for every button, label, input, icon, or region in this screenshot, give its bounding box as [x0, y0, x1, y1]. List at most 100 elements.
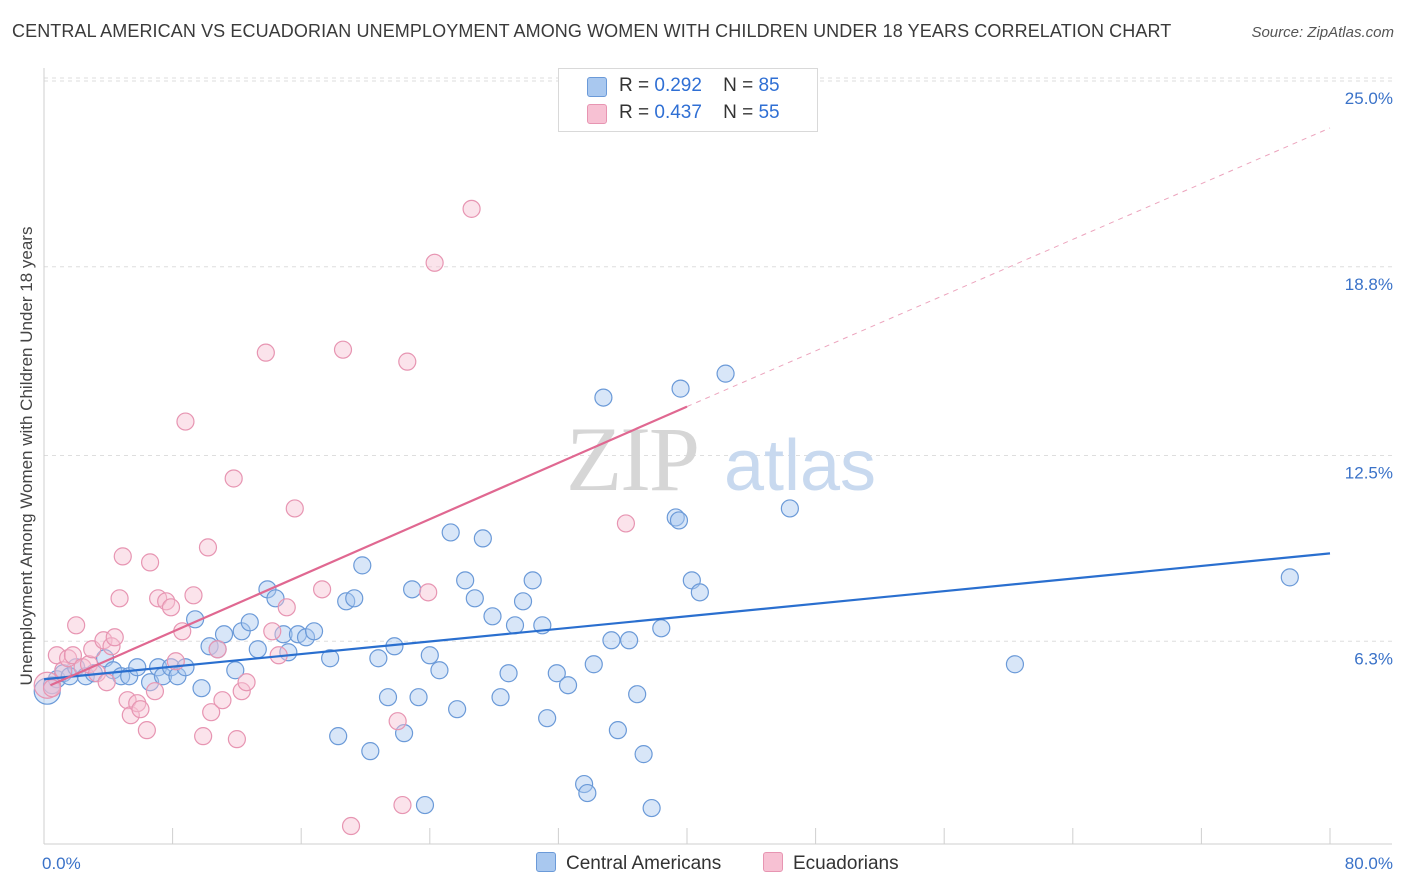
ecuadorians-point [462, 199, 481, 218]
tick-labels: 6.3% 12.5% 18.8% 25.0% 0.0% 80.0% [42, 89, 1393, 873]
central-americans-point [491, 688, 510, 707]
legend-n-label: N = [723, 102, 754, 123]
bottom-legend-central-americans: Central Americans [536, 852, 721, 875]
central-americans-points [33, 364, 1299, 818]
central-americans-point [642, 798, 661, 818]
central-americans-point [345, 589, 364, 608]
central-americans-point [430, 661, 449, 680]
legend-r-value: 0.292 [654, 75, 702, 96]
central-americans-point [513, 592, 533, 611]
central-americans-point [192, 679, 211, 698]
x-tick-label: 0.0% [42, 854, 81, 873]
central-americans-point [671, 379, 690, 398]
chart-title: CENTRAL AMERICAN VS ECUADORIAN UNEMPLOYM… [12, 21, 1172, 41]
ecuadorians-point [202, 703, 221, 722]
bottom-legend-label: Ecuadorians [793, 853, 899, 874]
legend-swatch-blue [587, 77, 607, 97]
ecuadorians-points [33, 199, 636, 836]
ecuadorians-point [388, 712, 407, 731]
central-americans-point [378, 688, 398, 707]
ecuadorians-point [208, 640, 227, 659]
central-americans-point [321, 649, 340, 668]
ecuadorians-point [393, 795, 412, 815]
central-americans-point [415, 795, 435, 815]
ecuadorians-point [333, 340, 353, 359]
central-americans-point [538, 709, 557, 728]
ecuadorians-point [194, 727, 213, 746]
central-americans-point [547, 664, 566, 683]
central-americans-point [690, 583, 709, 602]
central-americans-point [420, 646, 439, 665]
central-americans-point [448, 700, 467, 719]
ecuadorians-trend-line [49, 405, 688, 687]
watermark: ZIP atlas [566, 408, 876, 510]
ecuadorians-point [145, 682, 165, 701]
ecuadorians-point [256, 343, 275, 362]
x-tick-label: 80.0% [1345, 854, 1393, 873]
central-americans-point [558, 676, 578, 695]
central-americans-point [594, 388, 613, 407]
legend-n-value: 55 [758, 102, 780, 123]
ecuadorians-point [227, 730, 246, 749]
ecuadorians-point [42, 679, 62, 698]
central-americans-point [584, 655, 603, 674]
watermark-atlas: atlas [724, 426, 876, 506]
central-americans-point [505, 616, 525, 635]
ecuadorians-point [285, 499, 304, 518]
central-americans-point [361, 742, 380, 761]
central-americans-point [473, 529, 492, 548]
ecuadorians-point [419, 583, 438, 602]
bottom-legend-ecuadorians: Ecuadorians [763, 852, 899, 875]
central-americans-point [274, 625, 293, 644]
central-americans-point [499, 664, 518, 683]
central-americans-point [620, 631, 639, 650]
ecuadorians-point [312, 580, 332, 599]
ecuadorians-point [110, 589, 129, 608]
central-americans-point [780, 499, 799, 518]
ecuadorians-point [224, 469, 243, 488]
ecuadorians-point [131, 700, 150, 719]
trend-lines [43, 127, 1331, 687]
ecuadorians-point [184, 586, 203, 605]
ecuadorians-point [237, 673, 256, 692]
ecuadorians-point [157, 592, 176, 611]
central-americans-point [1005, 655, 1025, 674]
central-americans-point [483, 607, 502, 626]
central-americans-trend-line [43, 552, 1331, 681]
y-tick-label: 25.0% [1345, 89, 1393, 108]
legend-r-value: 0.437 [654, 102, 702, 123]
ecuadorians-point [425, 253, 444, 272]
grid-lines [44, 77, 1392, 642]
central-americans-point [403, 580, 422, 599]
bottom-legend-swatch-blue [536, 852, 556, 872]
central-americans-point [465, 589, 484, 608]
central-americans-point [248, 640, 267, 659]
ecuadorians-point [341, 816, 361, 836]
central-americans-point [634, 745, 653, 764]
ecuadorians-trend-extension [686, 127, 1331, 408]
central-americans-point [523, 571, 542, 590]
source-credit: Source: ZipAtlas.com [1251, 24, 1394, 41]
central-americans-point [456, 571, 475, 590]
central-americans-point [214, 625, 234, 644]
ecuadorians-point [137, 721, 156, 740]
ecuadorians-point [161, 598, 181, 617]
central-americans-point [409, 688, 428, 707]
ecuadorians-point [232, 682, 251, 701]
ecuadorians-point [63, 646, 83, 665]
central-americans-point [652, 619, 671, 638]
correlation-legend: R = 0.292 N = 85 R = 0.437 N = 55 [558, 68, 818, 132]
central-americans-point [304, 622, 324, 641]
legend-n-value: 85 [758, 75, 780, 96]
central-americans-point [669, 511, 689, 530]
central-americans-point [240, 613, 259, 632]
ecuadorians-point [140, 553, 160, 572]
ecuadorians-point [176, 412, 195, 431]
y-tick-label: 12.5% [1345, 464, 1393, 483]
central-americans-point [226, 661, 245, 680]
ecuadorians-point [47, 646, 66, 665]
ecuadorians-point [277, 598, 296, 617]
central-americans-point [353, 556, 372, 575]
axes [43, 68, 1392, 845]
